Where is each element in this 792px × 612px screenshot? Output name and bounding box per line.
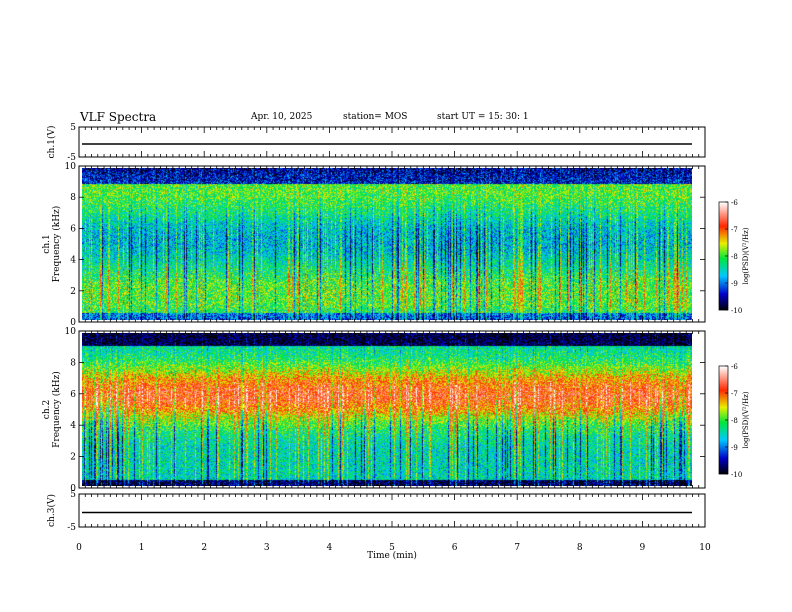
y-tick-label: 2 — [70, 287, 76, 297]
y-tick-label: 8 — [70, 358, 76, 368]
x-tick-label: 6 — [452, 543, 458, 553]
y-tick-label: 2 — [70, 453, 76, 463]
x-tick-label: 10 — [699, 543, 711, 553]
y-tick-label: 10 — [65, 327, 77, 337]
figure-title: VLF Spectra — [80, 110, 157, 124]
x-axis-label: Time (min) — [367, 550, 417, 561]
station-label: station= MOS — [343, 112, 408, 122]
y-tick-label: 4 — [70, 256, 76, 266]
y-tick-label: 5 — [70, 123, 76, 133]
colorbar-tick-label: -6 — [731, 199, 738, 207]
y-axis-label: ch.2 — [42, 400, 52, 419]
y-axis-label: Frequency (kHz) — [51, 206, 62, 283]
y-axis-label: ch.1 — [42, 234, 52, 253]
x-tick-label: 3 — [264, 543, 270, 553]
x-tick-label: 5 — [389, 543, 395, 553]
y-tick-label: 6 — [70, 224, 76, 234]
colorbar-label: log(PSD)(V²/Hz) — [742, 391, 750, 448]
colorbar-tick-label: -8 — [731, 417, 738, 425]
colorbar-tick-label: -9 — [731, 444, 738, 452]
y-tick-label: -5 — [67, 153, 76, 163]
colorbar-tick-label: -6 — [731, 363, 738, 371]
x-tick-label: 4 — [327, 543, 333, 553]
y-axis-label: ch.3(V) — [46, 494, 57, 527]
y-tick-label: 8 — [70, 193, 76, 203]
ch2-spectrogram-image — [82, 333, 692, 486]
y-tick-label: 10 — [65, 162, 77, 172]
colorbar-tick-label: -7 — [731, 226, 738, 234]
colorbar-tick-label: -7 — [731, 390, 738, 398]
y-tick-label: 5 — [70, 490, 76, 500]
x-tick-label: 1 — [139, 543, 145, 553]
start-time-label: start UT = 15: 30: 1 — [437, 112, 529, 122]
colorbar-tick-label: -9 — [731, 280, 738, 288]
y-tick-label: 6 — [70, 390, 76, 400]
colorbar-tick-label: -8 — [731, 253, 738, 261]
y-tick-label: -5 — [67, 523, 76, 533]
x-tick-label: 2 — [201, 543, 207, 553]
x-tick-label: 7 — [514, 543, 520, 553]
colorbar-label: log(PSD)(V²/Hz) — [742, 227, 750, 284]
y-tick-label: 0 — [70, 484, 76, 494]
y-tick-label: 0 — [70, 318, 76, 328]
y-tick-label: 4 — [70, 421, 76, 431]
x-tick-label: 9 — [640, 543, 646, 553]
colorbar-tick-label: -10 — [731, 307, 742, 315]
x-tick-label: 8 — [577, 543, 583, 553]
ch1-spectrogram-image — [82, 168, 692, 320]
y-axis-label: ch.1(V) — [46, 126, 57, 159]
date-label: Apr. 10, 2025 — [251, 112, 313, 122]
colorbar-tick-label: -10 — [731, 471, 742, 479]
x-tick-label: 0 — [76, 543, 82, 553]
y-axis-label: Frequency (kHz) — [51, 371, 62, 448]
